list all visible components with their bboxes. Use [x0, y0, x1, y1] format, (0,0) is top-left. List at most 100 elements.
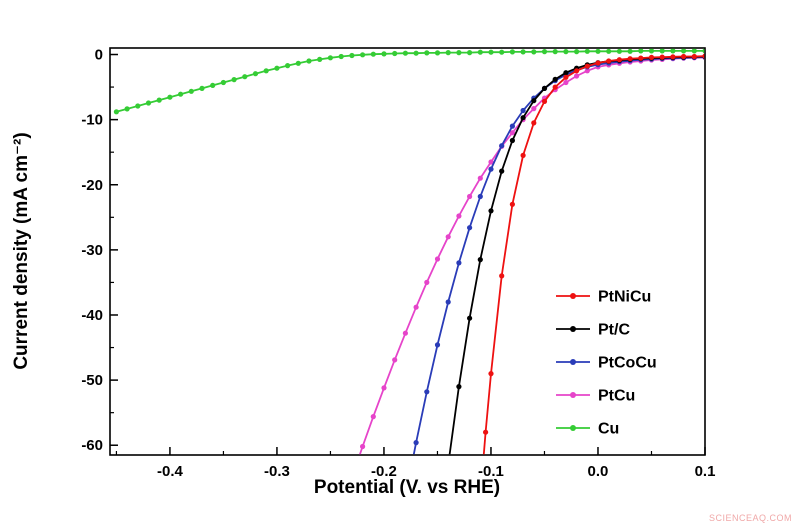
series-cu-marker: [648, 48, 655, 54]
series-ptcocu-marker: [467, 225, 473, 231]
series-ptnicu-marker: [606, 58, 612, 64]
legend-marker: [570, 425, 576, 431]
series-cu-marker: [188, 88, 194, 94]
series-cu-marker: [113, 109, 119, 115]
series-ptcu: [359, 54, 705, 455]
series-ptnicu-marker: [499, 273, 505, 279]
series-cu-marker: [156, 97, 162, 103]
series-ptnicu-marker: [563, 74, 569, 80]
y-tick-label: -40: [81, 307, 103, 324]
series-cu-marker: [413, 50, 419, 56]
series-cu-marker: [306, 58, 312, 64]
series-ptcu-marker: [509, 130, 515, 136]
series-cu-marker: [381, 51, 387, 57]
series-pt-c-marker: [509, 137, 515, 144]
series-cu-marker: [509, 49, 515, 55]
legend-marker: [570, 392, 576, 398]
series-ptnicu-marker: [616, 57, 623, 63]
series-cu-marker: [574, 49, 580, 55]
series-cu-marker: [274, 65, 280, 71]
legend-item-ptnicu: PtNiCu: [556, 289, 651, 306]
series-cu-marker: [552, 49, 558, 55]
series-cu-marker: [638, 48, 644, 54]
series-ptcu-marker: [563, 79, 569, 86]
series-pt-c-marker: [563, 70, 569, 76]
series-ptcocu-marker: [434, 342, 441, 348]
legend-label: Cu: [598, 421, 619, 438]
series-cu-marker: [338, 53, 344, 60]
series-ptcu-marker: [488, 159, 494, 165]
series-cu-marker: [520, 49, 526, 55]
series-ptcu-marker: [413, 304, 419, 310]
x-tick-label: 0.1: [695, 463, 716, 480]
series-cu-marker: [445, 50, 451, 56]
series-cu-marker: [263, 68, 269, 74]
series-cu-marker: [392, 50, 398, 57]
series-cu-marker: [231, 77, 237, 83]
series-cu-marker: [659, 48, 665, 54]
series-cu-marker: [295, 60, 301, 66]
series-cu-marker: [606, 48, 612, 54]
series-cu-marker: [327, 55, 333, 61]
legend-marker: [570, 293, 576, 299]
series-pt-c-marker: [499, 168, 505, 174]
legend-item-pt-c: Pt/C: [556, 322, 630, 339]
y-tick-label: -50: [81, 372, 103, 389]
series-cu-marker: [595, 48, 601, 54]
legend-label: PtCu: [598, 388, 635, 405]
series-ptnicu-marker: [574, 68, 580, 74]
series-cu-marker: [124, 106, 130, 112]
series-ptnicu-marker: [552, 84, 558, 90]
series-cu-marker: [285, 63, 291, 69]
series-cu-marker: [702, 48, 705, 54]
series-cu-marker: [691, 48, 697, 54]
series-ptcu-marker: [360, 443, 366, 450]
series-cu-marker: [563, 49, 569, 55]
series-ptnicu-marker: [648, 54, 655, 61]
x-axis-title: Potential (V. vs RHE): [314, 477, 500, 498]
series-cu-marker: [488, 49, 494, 55]
series-ptnicu-marker: [584, 63, 590, 69]
series-cu-marker: [477, 49, 483, 55]
series-cu-marker: [135, 103, 141, 109]
series-cu-marker: [681, 48, 687, 54]
series-ptcu-marker: [392, 357, 398, 363]
series-ptcocu-marker: [488, 166, 494, 172]
series-cu-marker: [402, 50, 408, 56]
series-ptnicu-marker: [691, 53, 697, 60]
series-ptcocu: [412, 54, 705, 455]
legend-marker: [570, 359, 576, 365]
series-ptcu-marker: [445, 234, 451, 240]
x-tick-label: 0.0: [588, 463, 609, 480]
legend-item-ptcu: PtCu: [556, 388, 635, 405]
series-pt-c-marker: [541, 85, 548, 91]
y-tick-label: -20: [81, 177, 103, 194]
series-ptnicu-marker: [627, 56, 633, 62]
series-ptnicu-marker: [509, 201, 515, 207]
series-ptcocu-marker: [509, 123, 515, 129]
series-ptcocu-line: [412, 56, 705, 455]
series-cu-marker: [199, 85, 205, 91]
series-ptnicu-marker: [670, 54, 676, 60]
series-cu-marker: [317, 56, 323, 63]
series-cu-marker: [467, 50, 473, 56]
series-pt-c-marker: [488, 208, 494, 214]
series-ptnicu: [482, 53, 705, 455]
series-ptcu-marker: [531, 106, 537, 112]
series-ptcu-marker: [477, 175, 483, 181]
plot-frame: [109, 47, 706, 456]
series-ptnicu-marker: [488, 371, 494, 377]
watermark: SCIENCEAQ.COM: [709, 513, 792, 523]
series-pt-c: [448, 54, 705, 455]
series-cu-marker: [370, 51, 376, 57]
series-cu-marker: [178, 91, 184, 97]
legend-item-cu: Cu: [556, 421, 619, 438]
series-ptnicu-marker: [638, 55, 644, 61]
series-pt-c-marker: [520, 115, 526, 121]
series-pt-c-marker: [477, 257, 483, 263]
series-cu-marker: [242, 74, 248, 80]
legend-label: PtNiCu: [598, 289, 651, 306]
legend-marker: [570, 326, 576, 332]
